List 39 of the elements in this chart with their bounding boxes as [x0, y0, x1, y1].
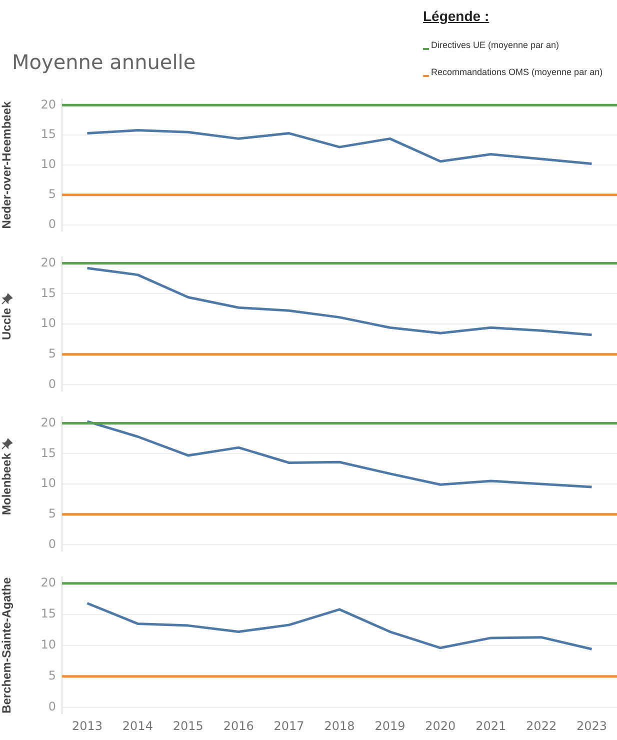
- y-tick-label: 10: [40, 476, 56, 490]
- y-tick-label: 5: [48, 346, 56, 360]
- x-tick-label: 2017: [274, 718, 304, 733]
- y-tick-label: 15: [40, 606, 56, 621]
- x-tick-label: 2020: [425, 718, 456, 733]
- y-axis-title: Uccle: [0, 308, 14, 340]
- y-tick-label: 20: [40, 255, 56, 270]
- y-tick-label: 5: [48, 187, 56, 202]
- y-tick-label: 0: [48, 700, 56, 714]
- y-tick-label: 0: [48, 216, 56, 231]
- y-tick-label: 0: [48, 536, 56, 551]
- x-tick-label: 2021: [476, 718, 506, 733]
- legend-label: Directives UE (moyenne par an): [430, 40, 560, 50]
- x-tick-label: 2014: [122, 718, 153, 733]
- y-tick-label: 5: [48, 668, 56, 683]
- y-tick-label: 5: [48, 506, 56, 520]
- y-tick-label: 20: [40, 97, 56, 112]
- y-tick-label: 15: [40, 286, 56, 300]
- y-tick-label: 20: [40, 576, 56, 590]
- y-tick-label: 10: [40, 316, 56, 330]
- legend-label: Recommandations OMS (moyenne par an): [430, 67, 603, 77]
- x-tick-label: 2013: [72, 718, 102, 733]
- y-tick-label: 0: [48, 376, 56, 391]
- x-tick-label: 2019: [374, 718, 406, 733]
- x-tick-label: 2018: [324, 718, 355, 733]
- y-tick-label: 15: [40, 127, 56, 142]
- y-tick-label: 10: [40, 157, 56, 172]
- x-tick-label: 2023: [576, 718, 608, 733]
- y-tick-label: 15: [40, 446, 56, 460]
- y-axis-title: Neder-over-Heembeek: [0, 100, 14, 229]
- y-axis-title: Berchem-Sainte-Agathe: [0, 577, 14, 714]
- y-tick-label: 10: [40, 638, 56, 652]
- y-axis-title: Molenbeek: [0, 452, 14, 516]
- chart-title: Moyenne annuelle: [12, 50, 196, 74]
- x-tick-label: 2022: [526, 718, 557, 733]
- legend-title: Légende :: [423, 8, 490, 24]
- y-tick-label: 20: [40, 415, 56, 430]
- x-tick-label: 2015: [172, 718, 204, 733]
- x-tick-label: 2016: [223, 718, 254, 733]
